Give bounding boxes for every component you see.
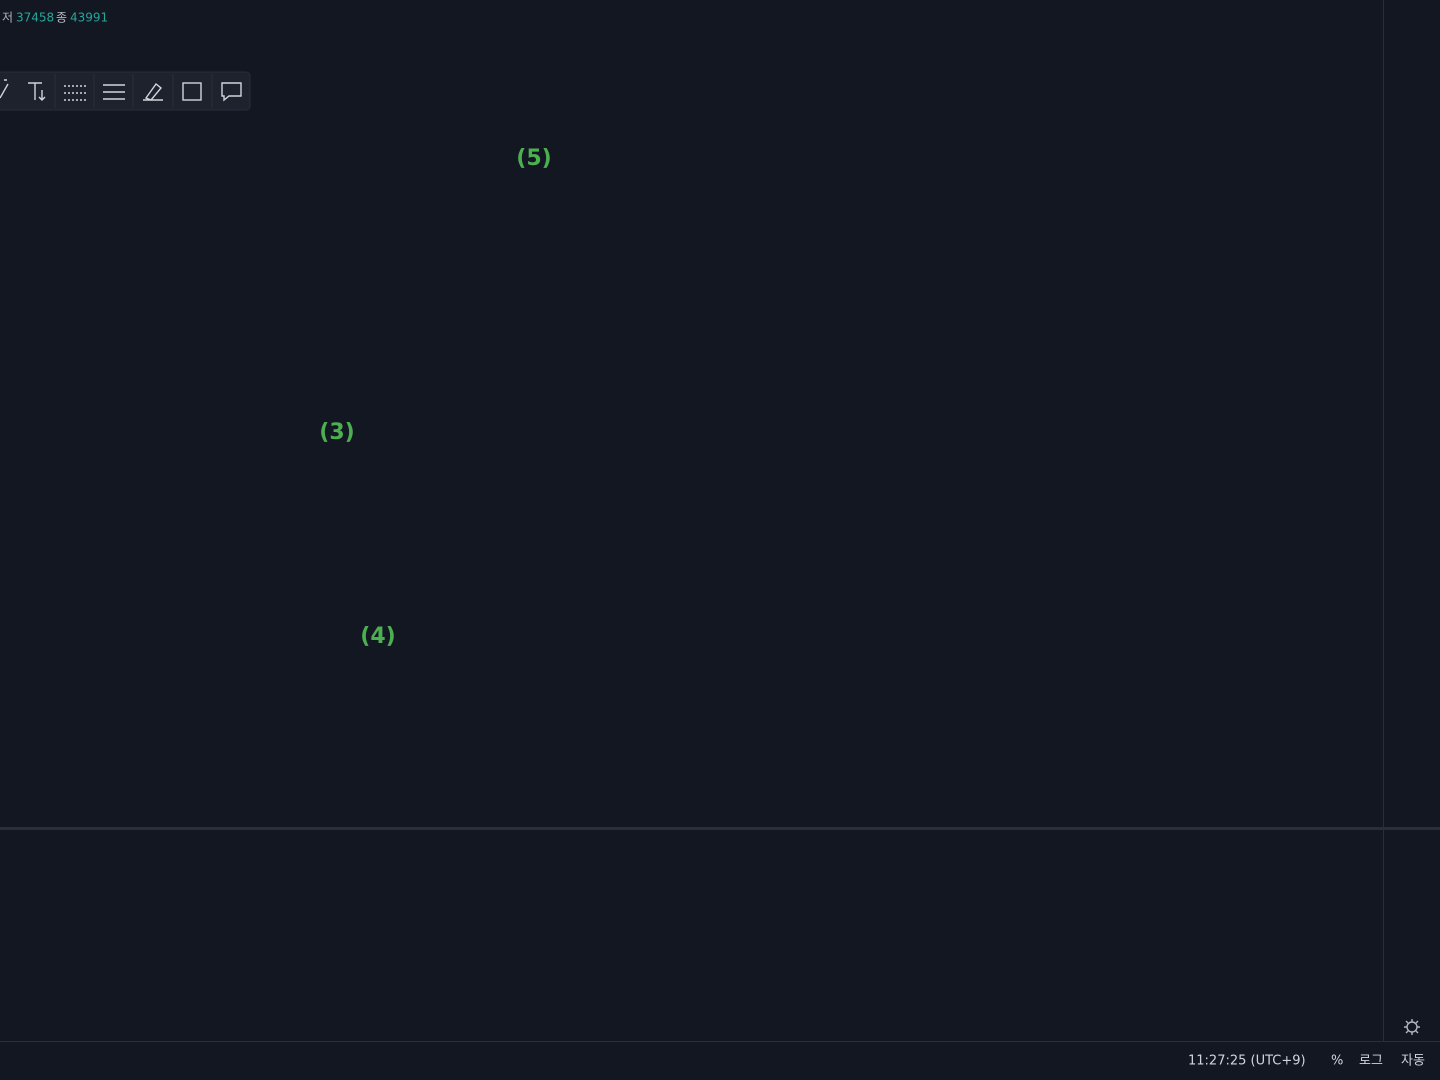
drawing-toolbar: [0, 71, 251, 111]
legend-low: 37458: [16, 11, 54, 25]
log-toggle[interactable]: 로그: [1359, 1054, 1383, 1069]
legend-close: 43991: [70, 11, 108, 25]
wave-label: (5): [516, 146, 551, 171]
tool-brush[interactable]: [143, 82, 163, 101]
tool-rect[interactable]: [182, 82, 202, 101]
tool-comment[interactable]: [221, 82, 242, 102]
settings-gear[interactable]: [1404, 1019, 1420, 1035]
percent-toggle[interactable]: %: [1331, 1054, 1343, 1069]
wave-label: (4): [360, 624, 395, 649]
legend-close-label: 종: [56, 11, 67, 25]
legend-low-label: 저: [2, 11, 13, 25]
auto-toggle[interactable]: 자동: [1401, 1054, 1425, 1069]
tool-channel[interactable]: [103, 84, 125, 100]
wave-label: (3): [319, 420, 354, 445]
tool-icon[interactable]: [0, 79, 9, 99]
tool-text[interactable]: [28, 82, 46, 101]
gear-teeth[interactable]: [1404, 1019, 1420, 1035]
clock: 11:27:25 (UTC+9): [1188, 1054, 1306, 1069]
